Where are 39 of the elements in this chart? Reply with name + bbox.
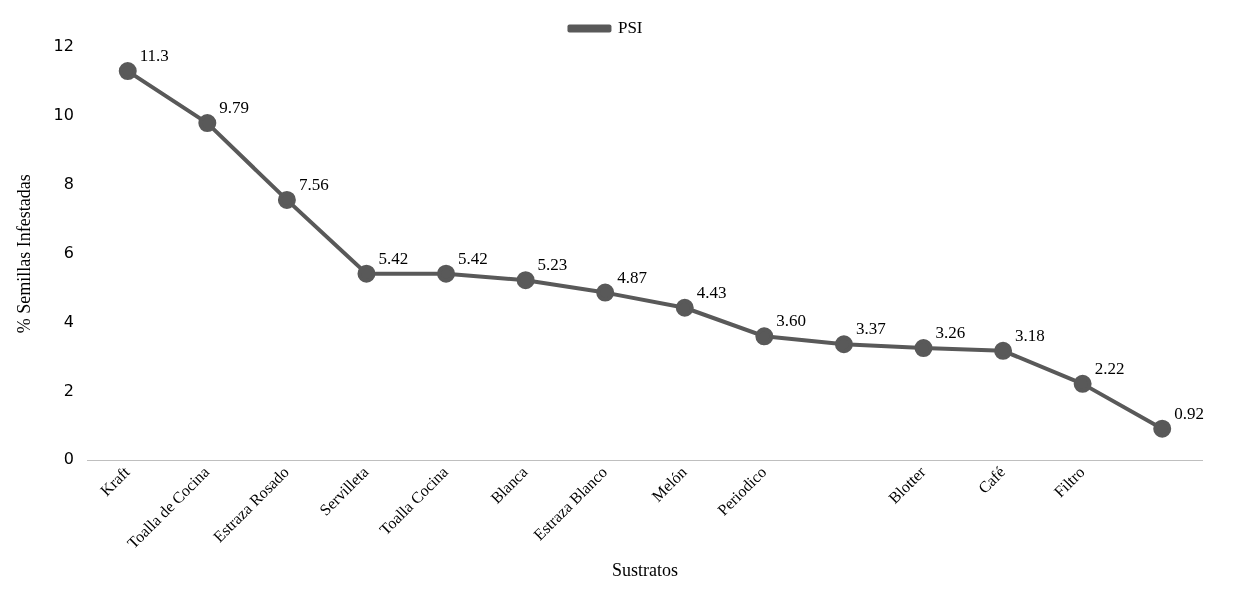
x-axis-title: Sustratos: [611, 559, 678, 580]
data-label: 7.56: [298, 174, 329, 194]
point: [675, 298, 694, 317]
data-label: 2.22: [1094, 358, 1125, 378]
point: [596, 283, 615, 302]
data-label: 9.79: [219, 98, 250, 118]
data-label: 5.42: [458, 248, 488, 268]
data-label: 3.18: [1015, 325, 1045, 345]
y-tick-label: 8: [63, 173, 74, 193]
legend-label: PSI: [617, 17, 643, 37]
data-label: 11.3: [139, 46, 169, 66]
data-label: 3.60: [776, 311, 807, 331]
data-label: 4.87: [617, 267, 648, 287]
point: [198, 114, 217, 133]
point: [357, 264, 376, 283]
data-label: 5.42: [378, 248, 409, 268]
point: [1073, 374, 1092, 393]
x-tick-label: Café: [974, 463, 1009, 497]
data-label: 3.37: [855, 319, 887, 339]
y-tick-label: 10: [53, 105, 74, 125]
point: [994, 341, 1013, 360]
point: [755, 327, 774, 346]
data-label: 3.26: [935, 323, 966, 343]
point: [437, 264, 456, 283]
data-label: 0.92: [1174, 403, 1204, 423]
data-label: 4.43: [696, 282, 727, 302]
y-axis-title: % Semillas Infestadas: [13, 174, 34, 334]
y-tick-label: 4: [63, 311, 74, 331]
point: [277, 190, 296, 209]
y-tick-label: 12: [53, 36, 74, 56]
point: [834, 335, 853, 354]
y-tick-label: 2: [63, 380, 74, 400]
point: [914, 339, 933, 358]
point: [118, 62, 137, 81]
data-label: 5.23: [537, 255, 568, 275]
y-tick-label: 6: [63, 242, 74, 262]
point: [516, 271, 535, 290]
point: [1153, 419, 1172, 438]
y-tick-label: 0: [63, 449, 74, 469]
